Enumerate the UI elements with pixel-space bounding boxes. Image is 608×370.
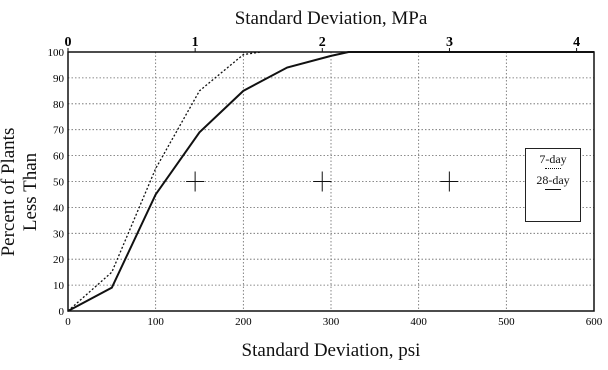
legend-swatch-7-day [545,168,561,169]
series-line-28-day [67,51,594,312]
y-tick-label: 0 [59,306,65,318]
top-axis-title: Standard Deviation, MPa [234,8,428,29]
x-tick-label: 500 [498,316,515,328]
x-tick-label: 200 [235,316,252,328]
y-tick-label: 90 [53,73,65,85]
y-tick-label: 30 [53,228,65,240]
y-axis: 0 10 20 30 40 50 60 70 80 90 100 [48,47,65,318]
x-tick-label: 100 [147,316,164,328]
x-axis-title: Standard Deviation, psi [241,340,421,361]
top-axis: 0 1 2 3 4 [65,35,580,52]
top-tick-label: 3 [446,35,453,50]
series-line-7-day [67,51,261,312]
y-tick-label: 20 [53,254,65,266]
y-tick-label: 40 [53,202,65,214]
top-tick-label: 0 [65,35,72,50]
x-tick-label: 300 [323,316,340,328]
markers-group [186,171,459,192]
x-tick-label: 0 [65,316,71,328]
plot-frame [67,51,595,312]
cross-marker [186,171,205,192]
y-tick-label: 60 [53,151,65,163]
series-group [67,51,594,312]
y-tick-label: 80 [53,99,65,111]
y-tick-label: 100 [48,47,65,59]
x-tick-label: 400 [410,316,427,328]
y-tick-label: 50 [53,177,65,189]
top-tick-label: 1 [192,35,199,50]
legend-label-7-day: 7-day [539,152,567,166]
legend-label-28-day: 28-day [536,173,570,187]
cross-marker [440,171,459,192]
top-tick-label: 4 [573,35,580,50]
y-tick-label: 10 [53,280,65,292]
y-tick-label: 70 [53,125,65,137]
y-axis-title: Percent of Plants Less Than [0,127,41,257]
legend-swatch-28-day [545,189,561,190]
x-tick-label: 600 [586,316,603,328]
cross-marker [313,171,332,192]
x-axis: 0 100 200 300 400 500 600 [65,316,603,328]
grid [68,52,594,311]
legend: 7-day 28-day [525,148,581,222]
top-tick-label: 2 [319,35,326,50]
